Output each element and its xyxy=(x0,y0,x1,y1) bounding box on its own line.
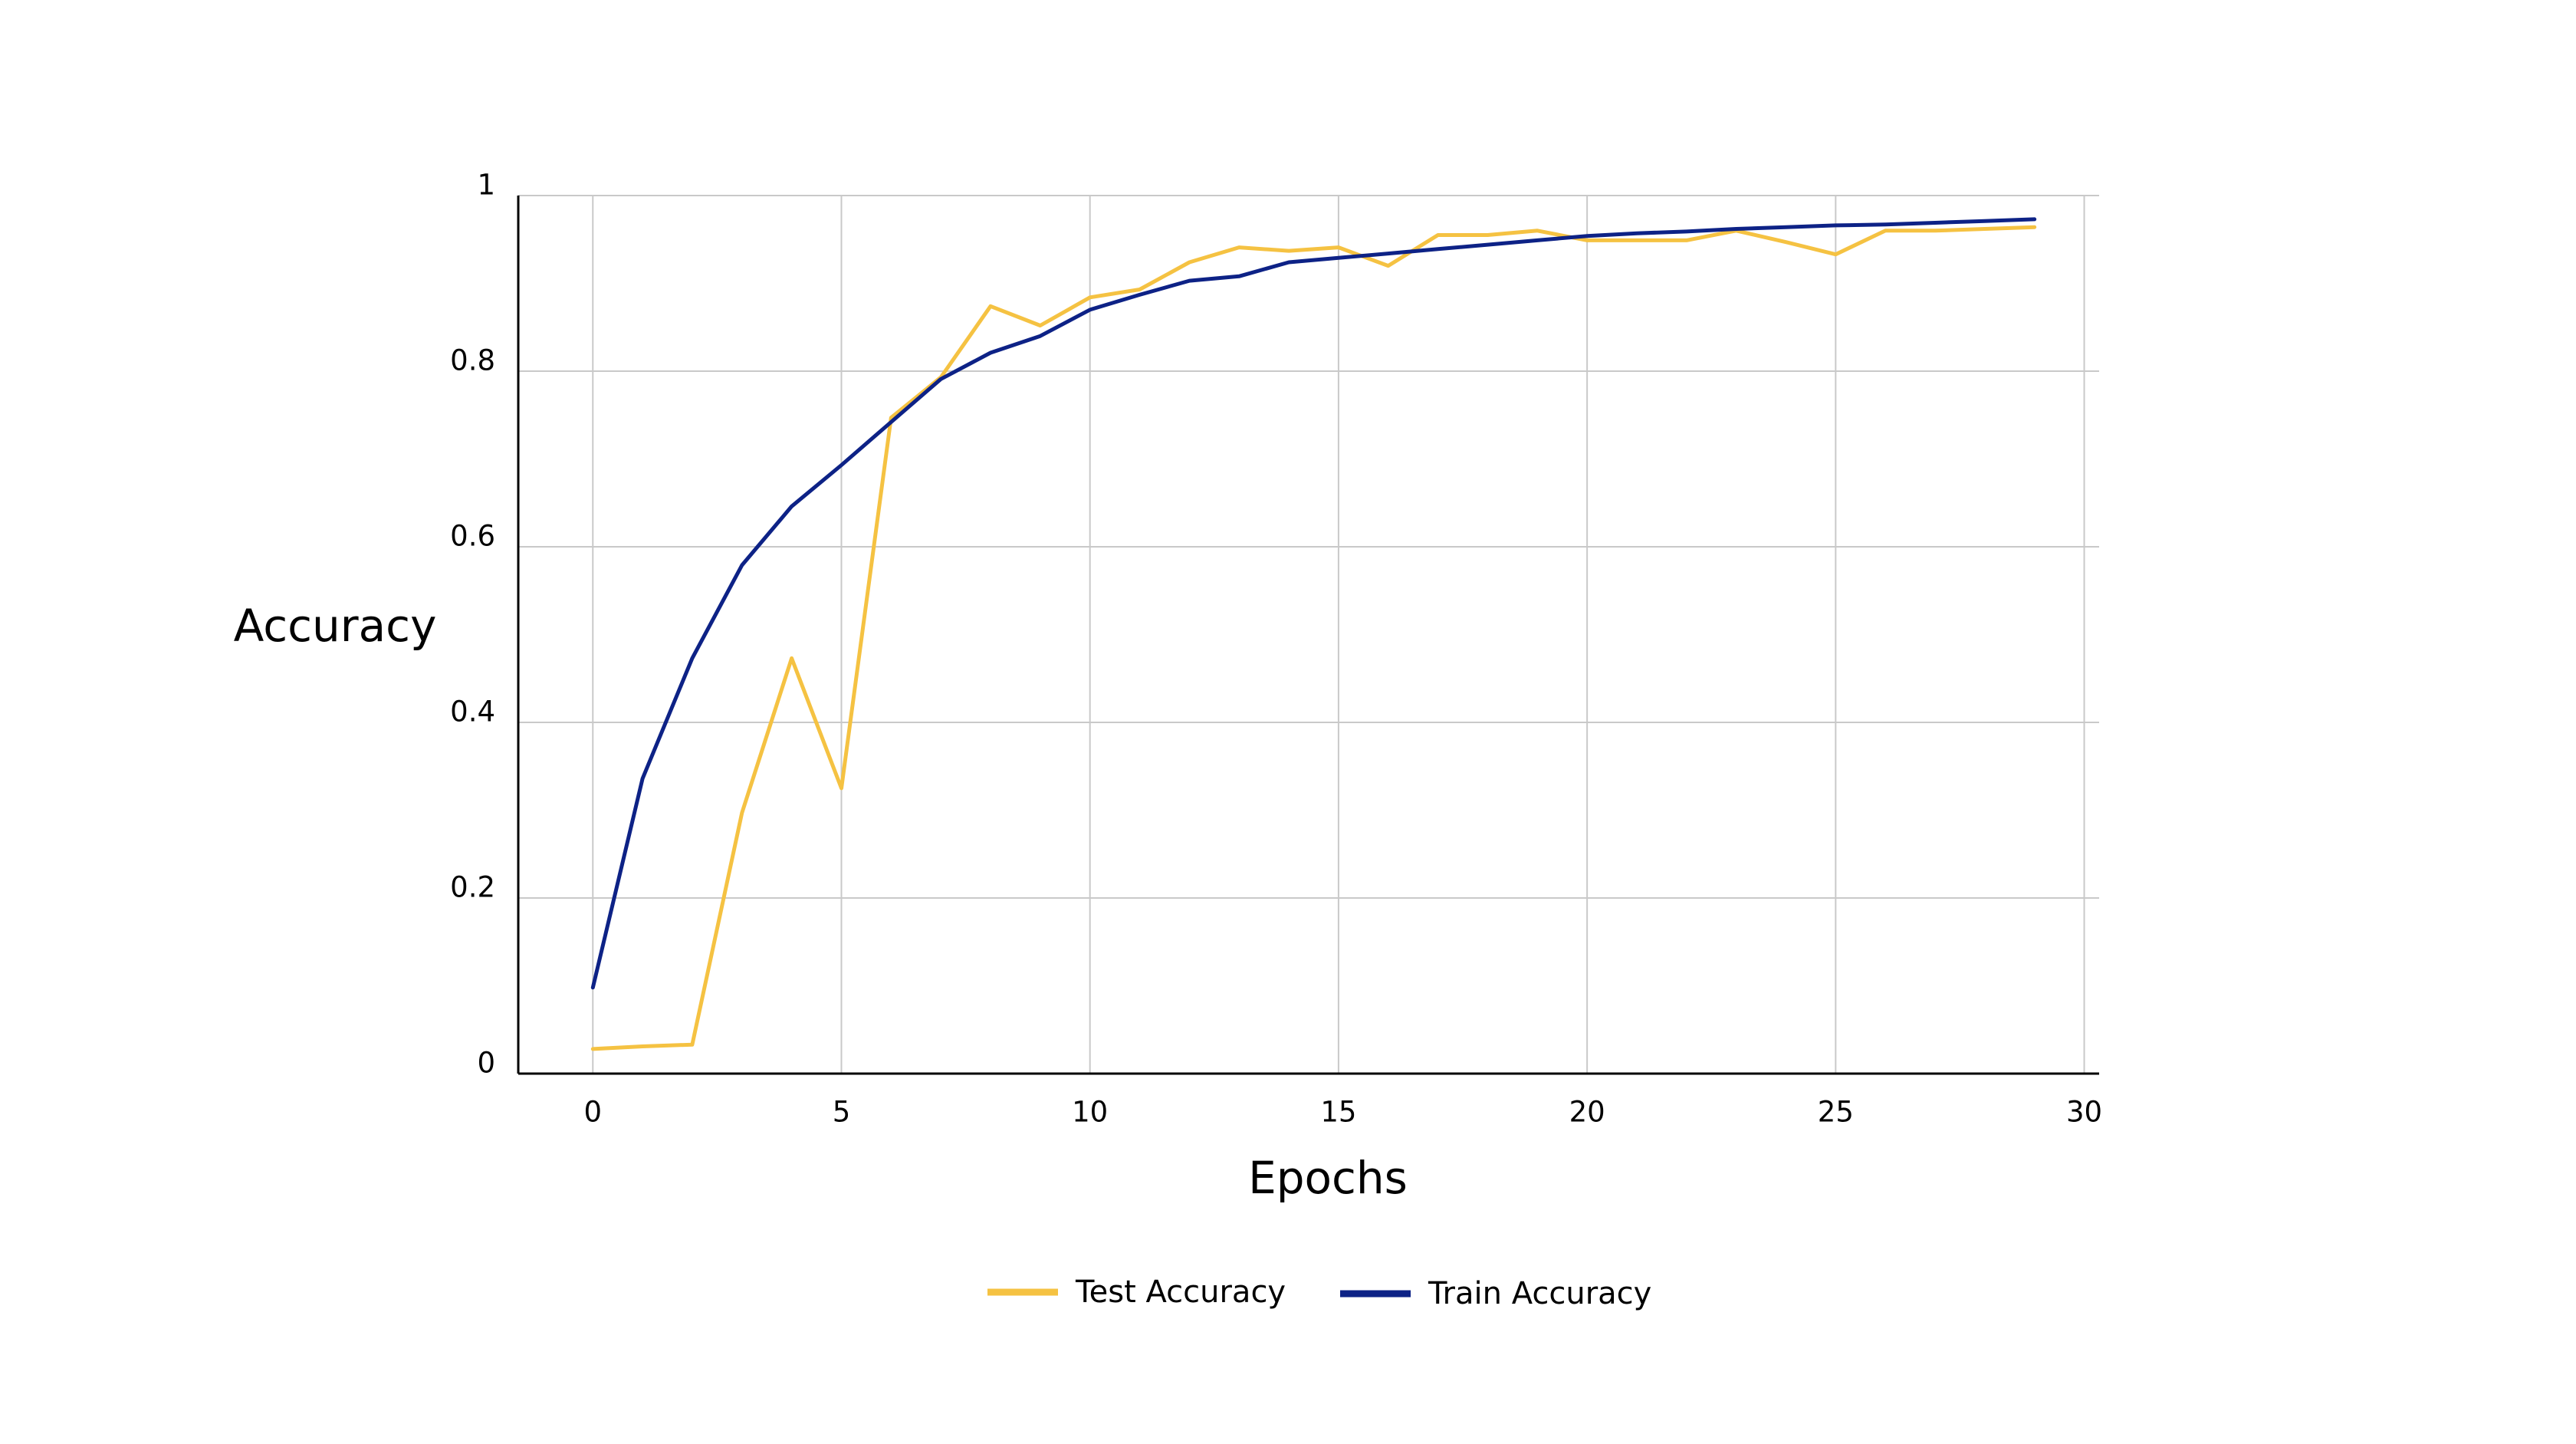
x-axis-title: Epochs xyxy=(1248,1152,1408,1204)
y-axis-title: Accuracy xyxy=(234,600,437,652)
x-tick-label: 30 xyxy=(2066,1096,2102,1129)
x-tick-label: 15 xyxy=(1320,1096,1356,1129)
grid xyxy=(518,195,2099,1074)
legend: Test Accuracy Train Accuracy xyxy=(987,1275,1651,1311)
x-tick-label: 5 xyxy=(833,1096,851,1129)
y-tick-label: 0.8 xyxy=(450,344,495,377)
x-tick-label: 25 xyxy=(1818,1096,1854,1129)
tick-labels: 0 5 10 15 20 25 30 0 0.2 0.4 0.6 0.8 1 xyxy=(450,169,2102,1129)
y-tick-label: 1 xyxy=(477,169,495,202)
y-tick-label: 0.6 xyxy=(450,520,495,553)
y-tick-label: 0.4 xyxy=(450,696,495,729)
test-accuracy-line xyxy=(590,225,2037,1051)
legend-label-train-accuracy: Train Accuracy xyxy=(1428,1276,1651,1311)
y-tick-label: 0.2 xyxy=(450,871,495,904)
x-tick-label: 0 xyxy=(583,1096,602,1129)
y-tick-label: 0 xyxy=(477,1047,495,1080)
axes xyxy=(517,196,2099,1075)
train-accuracy-line xyxy=(590,217,2037,990)
x-tick-label: 10 xyxy=(1072,1096,1108,1129)
legend-label-test-accuracy: Test Accuracy xyxy=(1075,1275,1286,1310)
series-lines xyxy=(590,217,2037,1051)
x-tick-label: 20 xyxy=(1569,1096,1605,1129)
